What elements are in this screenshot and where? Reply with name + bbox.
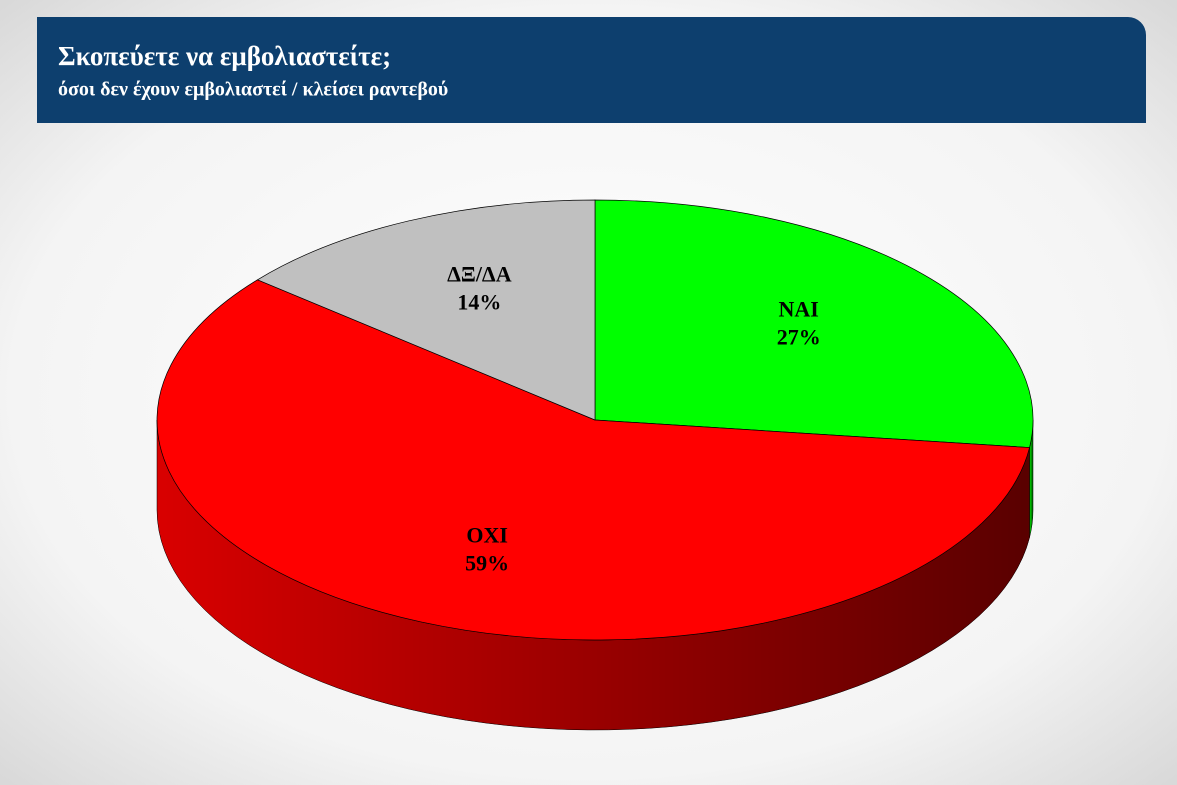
slice-label: NAI bbox=[779, 296, 819, 321]
slice-side-shade bbox=[1029, 420, 1033, 538]
slice-label: ΔΞ/ΔΑ bbox=[447, 262, 512, 287]
slice bbox=[256, 199, 596, 421]
value-label: 27% bbox=[777, 324, 821, 349]
slice bbox=[594, 199, 1034, 448]
slice-side-shade bbox=[156, 420, 1030, 730]
slice-label: OXI bbox=[466, 522, 508, 547]
pie: NAI 27% OXI 59% ΔΞ/ΔΑ 14% bbox=[156, 199, 1034, 731]
chart-title: Σκοπεύετε να εμβολιαστείτε; bbox=[58, 41, 391, 71]
value-label: 59% bbox=[465, 550, 509, 575]
slice bbox=[156, 279, 1030, 641]
value-label: 14% bbox=[457, 290, 501, 315]
header-bar bbox=[37, 17, 1146, 123]
chart-subtitle: όσοι δεν έχουν εμβολιαστεί / κλείσει ραν… bbox=[58, 79, 448, 101]
